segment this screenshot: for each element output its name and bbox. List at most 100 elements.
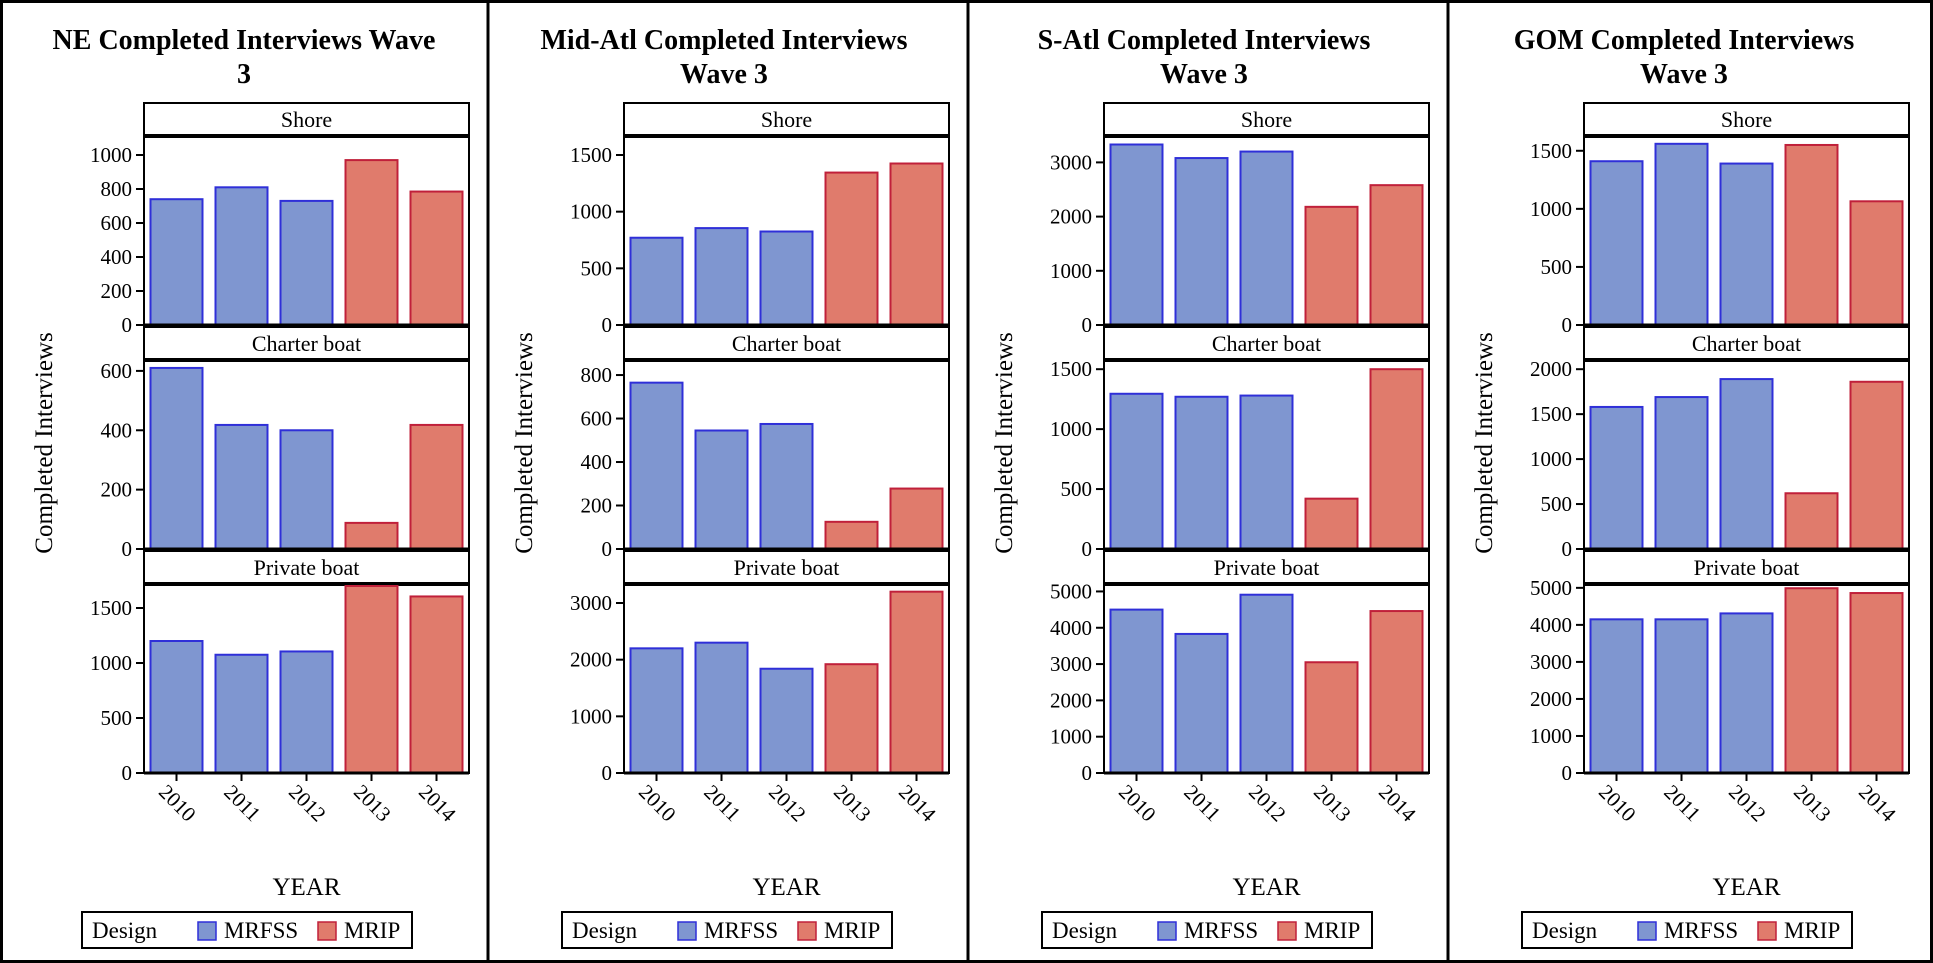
bar: [1589, 618, 1644, 774]
x-tick-label: 2010: [634, 780, 681, 827]
legend-swatch: [1157, 921, 1177, 941]
chart-title: 3: [237, 59, 251, 90]
bar: [1654, 142, 1709, 326]
y-tick-label: 1500: [1530, 402, 1572, 426]
bar: [1849, 380, 1904, 550]
panel-private-boat: Private boat 0 1000 2000 3000: [570, 550, 950, 785]
legend: Design MRFSS MRIP: [81, 911, 413, 949]
panel-strip-label: Charter boat: [252, 331, 361, 356]
y-tick-label: 3000: [1530, 650, 1572, 674]
y-tick-label: 1500: [90, 596, 132, 620]
legend-title: Design: [572, 918, 638, 943]
legend-title: Design: [1052, 918, 1118, 943]
y-tick-label: 400: [101, 418, 133, 442]
x-tick-label: 2013: [349, 780, 396, 827]
chart-title: NE Completed Interviews Wave: [53, 25, 436, 56]
y-axis-label: Completed Interviews: [511, 332, 538, 553]
y-tick-label: 0: [1562, 537, 1573, 561]
panel-strip-label: Private boat: [1214, 555, 1320, 580]
y-tick-label: 3000: [570, 591, 612, 615]
y-tick-label: 0: [1082, 761, 1093, 785]
bar: [1109, 143, 1164, 326]
panel-strip-label: Private boat: [254, 555, 360, 580]
bar: [1784, 587, 1839, 775]
y-tick-label: 0: [1082, 537, 1093, 561]
y-tick-label: 1500: [1530, 139, 1572, 163]
x-tick-label: 2011: [1179, 780, 1225, 826]
y-tick-label: 0: [1562, 761, 1573, 785]
bar: [1109, 392, 1164, 550]
panel-strip-label: Private boat: [1694, 555, 1800, 580]
bar: [824, 171, 879, 326]
bar: [1239, 593, 1294, 774]
bar: [1369, 610, 1424, 775]
y-tick-label: 3000: [1050, 652, 1092, 676]
chart-title: Wave 3: [1640, 59, 1728, 90]
panel-charter-boat: Charter boat 0 500 1000 1500: [1050, 326, 1430, 561]
x-tick-label: 2011: [699, 780, 745, 826]
bar: [409, 595, 464, 775]
y-tick-label: 1000: [90, 143, 132, 167]
panel-charter-boat: Charter boat 0 500 1000 1500 2000: [1530, 326, 1910, 561]
bar: [214, 186, 269, 326]
bar: [629, 647, 684, 774]
panel-strip-label: Private boat: [734, 555, 840, 580]
x-tick-label: 2010: [1594, 780, 1641, 827]
bar: [1849, 200, 1904, 326]
bar: [759, 667, 814, 775]
panel-charter-boat: Charter boat 0 200 400 600: [101, 326, 470, 561]
panel-strip-label: Charter boat: [1692, 331, 1801, 356]
bar: [889, 590, 944, 775]
bar: [409, 190, 464, 326]
y-tick-label: 1000: [1050, 417, 1092, 441]
x-tick-label: 2014: [414, 780, 461, 827]
y-tick-label: 5000: [1530, 576, 1572, 600]
legend-item-label: MRIP: [824, 918, 880, 943]
y-axis-label: Completed Interviews: [1471, 332, 1498, 553]
bar: [344, 159, 399, 326]
bar: [1719, 612, 1774, 774]
bar: [1654, 618, 1709, 774]
y-tick-label: 0: [122, 313, 133, 337]
bar: [1589, 160, 1644, 326]
bar: [149, 198, 204, 326]
bar: [1174, 157, 1229, 326]
legend-item-label: MRFSS: [704, 918, 778, 943]
legend-swatch: [1277, 921, 1297, 941]
y-tick-label: 200: [101, 279, 133, 303]
bar: [629, 381, 684, 550]
bar: [1589, 405, 1644, 551]
y-tick-label: 200: [581, 494, 613, 518]
bar: [1174, 632, 1229, 775]
y-tick-label: 5000: [1050, 579, 1092, 603]
panel-charter-boat: Charter boat 0 200 400 600 800: [581, 326, 950, 561]
panel-strip: [1103, 550, 1430, 584]
legend-item-label: MRIP: [1304, 918, 1360, 943]
legend-item-label: MRIP: [344, 918, 400, 943]
x-tick-label: 2014: [1374, 780, 1421, 827]
x-tick-label: 2010: [1114, 780, 1161, 827]
panel-strip: [623, 326, 950, 360]
y-tick-label: 600: [581, 407, 613, 431]
y-tick-label: 1000: [1530, 447, 1572, 471]
y-tick-label: 0: [602, 537, 613, 561]
x-tick-label: 2011: [1659, 780, 1705, 826]
y-tick-label: 0: [602, 761, 613, 785]
legend-swatch: [1637, 921, 1657, 941]
panel-private-boat: Private boat 0 1000 2000 3000 4000 5000: [1530, 550, 1910, 785]
x-axis-label: YEAR: [1712, 874, 1780, 901]
legend-title: Design: [92, 918, 158, 943]
legend-swatch: [1757, 921, 1777, 941]
legend-swatch: [317, 921, 337, 941]
x-tick-label: 2013: [1789, 780, 1836, 827]
y-tick-label: 2000: [1050, 205, 1092, 229]
legend: Design MRFSS MRIP: [1521, 911, 1853, 949]
bar: [279, 199, 334, 326]
bar: [1849, 592, 1904, 774]
y-tick-label: 3000: [1050, 150, 1092, 174]
panel-strip: [1583, 550, 1910, 584]
bar: [1369, 184, 1424, 326]
bar: [344, 585, 399, 774]
